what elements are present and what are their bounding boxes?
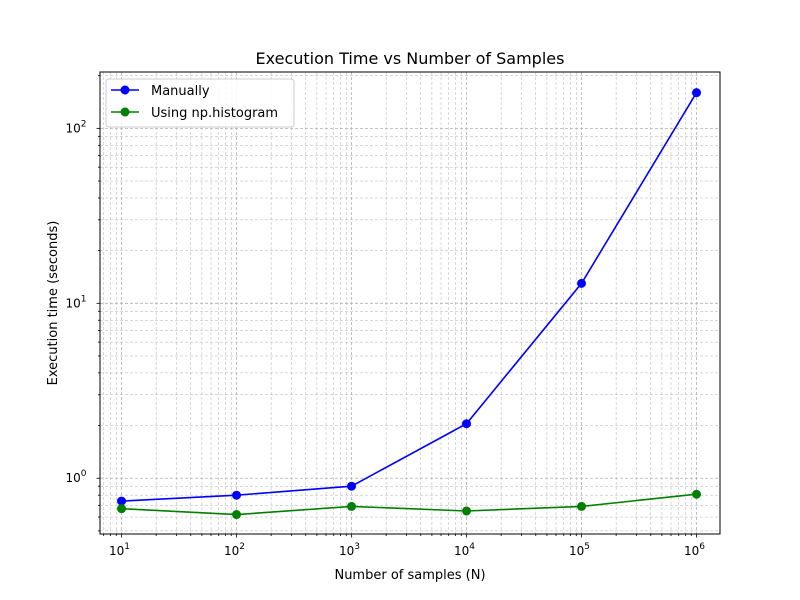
y-tick-label: 102 bbox=[65, 119, 86, 135]
data-point-manually bbox=[692, 88, 702, 98]
legend-marker-np-histogram bbox=[120, 107, 130, 117]
x-tick-label: 102 bbox=[224, 542, 245, 558]
x-tick-label: 104 bbox=[454, 542, 475, 558]
series-line-manually bbox=[121, 92, 698, 502]
x-axis-label: Number of samples (N) bbox=[334, 568, 485, 583]
y-tick-label: 101 bbox=[65, 294, 86, 310]
data-point-manually bbox=[462, 419, 472, 429]
data-point-using-np-histogram bbox=[577, 501, 587, 511]
x-tick-label: 106 bbox=[684, 542, 705, 558]
legend-label-manually: Manually bbox=[151, 84, 210, 99]
series-line-using-np-histogram bbox=[121, 493, 697, 516]
data-point-manually bbox=[347, 481, 357, 491]
data-point-using-np-histogram bbox=[117, 504, 127, 514]
data-point-using-np-histogram bbox=[347, 501, 357, 511]
legend-box bbox=[105, 78, 295, 128]
data-point-manually bbox=[577, 278, 587, 288]
chart-title: Execution Time vs Number of Samples bbox=[256, 49, 565, 68]
x-tick-label: 101 bbox=[109, 542, 130, 558]
data-point-using-np-histogram bbox=[232, 510, 242, 520]
ticks: 101 102 103 104 105 106 100 101 102 bbox=[65, 75, 705, 558]
legend-label-np-histogram: Using np.histogram bbox=[151, 106, 278, 121]
y-axis-label: Execution time (seconds) bbox=[46, 221, 61, 386]
data-point-manually bbox=[232, 490, 242, 500]
legend: Manually Using np.histogram bbox=[105, 78, 295, 128]
data-point-manually bbox=[117, 496, 127, 506]
legend-marker-manually bbox=[120, 85, 130, 95]
grid bbox=[100, 72, 720, 534]
x-tick-label: 103 bbox=[339, 542, 360, 558]
y-tick-label: 100 bbox=[65, 469, 86, 485]
data-point-using-np-histogram bbox=[462, 506, 472, 516]
series-layer bbox=[117, 88, 702, 520]
x-tick-label: 105 bbox=[569, 542, 590, 558]
data-point-using-np-histogram bbox=[692, 489, 702, 499]
